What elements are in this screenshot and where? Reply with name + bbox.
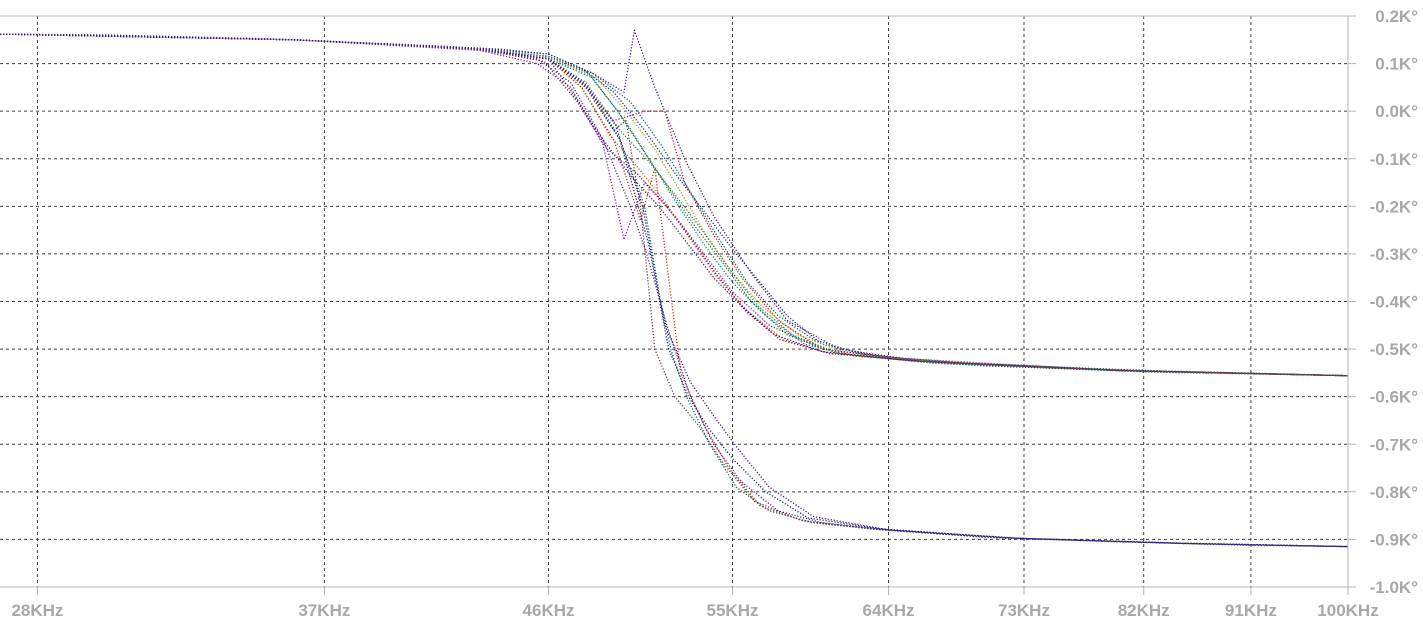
y-tick-label: -0.3K°	[1370, 245, 1419, 264]
series-line-upper	[0, 33, 1349, 377]
grid	[0, 16, 1348, 587]
series-line-lower	[0, 33, 1349, 548]
x-tick-label: 64KHz	[863, 601, 915, 620]
y-tick-label: -0.2K°	[1370, 197, 1419, 216]
series-line-upper	[0, 33, 1349, 377]
x-tick-labels: 28KHz 37KHz 46KHz 55KHz 64KHz 73KHz 82KHz 91KHz…	[11, 601, 1378, 620]
x-tick-label: 46KHz	[523, 601, 575, 620]
x-tick-label: 55KHz	[707, 601, 759, 620]
y-tick-label: -1.0K°	[1370, 578, 1419, 597]
x-tick-label: 28KHz	[11, 601, 63, 620]
series-line-upper	[0, 29, 1349, 377]
x-tick-label: 73KHz	[998, 601, 1050, 620]
axes	[0, 15, 1356, 595]
y-tick-label: 0.1K°	[1375, 55, 1418, 74]
y-tick-labels: 0.2K° 0.1K° 0.0K° -0.1K° -0.2K° -0.3K° -0.4K° -…	[1370, 7, 1419, 597]
x-tick-label: 100KHz	[1317, 601, 1378, 620]
y-tick-label: -0.1K°	[1370, 150, 1419, 169]
y-tick-label: -0.8K°	[1370, 483, 1419, 502]
y-tick-label: -0.9K°	[1370, 530, 1419, 549]
y-tick-label: -0.6K°	[1370, 388, 1419, 407]
x-tick-label: 91KHz	[1225, 601, 1277, 620]
y-tick-label: 0.0K°	[1375, 102, 1418, 121]
series-line-upper	[0, 33, 1349, 377]
series-line-upper	[0, 33, 1349, 377]
x-tick-label: 82KHz	[1118, 601, 1170, 620]
y-tick-label: -0.4K°	[1370, 293, 1419, 312]
y-tick-label: -0.5K°	[1370, 340, 1419, 359]
y-tick-label: 0.2K°	[1375, 7, 1418, 26]
series-line-upper	[0, 33, 1349, 377]
y-tick-label: -0.7K°	[1370, 435, 1419, 454]
x-tick-label: 37KHz	[298, 601, 350, 620]
series-group	[0, 29, 1349, 548]
